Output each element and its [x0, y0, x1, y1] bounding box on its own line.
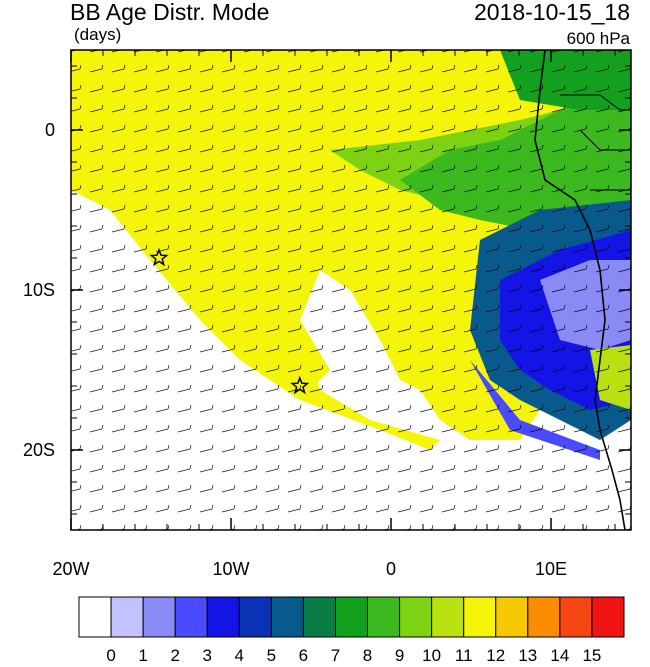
colorbar-label: 9 — [394, 646, 405, 665]
colorbar-box — [110, 596, 144, 638]
x-tick-label: 0 — [385, 559, 396, 579]
colorbar — [78, 596, 625, 638]
colorbar-label: 4 — [234, 646, 245, 665]
colorbar-label: 1 — [138, 646, 148, 665]
colorbar-label: 0 — [106, 646, 116, 665]
colorbar-label: 3 — [202, 646, 212, 665]
major-ticks — [70, 50, 631, 530]
colorbar-box — [463, 596, 497, 638]
x-tick-label: 10W — [212, 559, 250, 579]
colorbar-label: 8 — [362, 646, 373, 665]
x-tick-label: 10E — [534, 559, 568, 579]
colorbar-label: 6 — [298, 646, 309, 665]
level-label: 600 hPa — [566, 29, 630, 48]
colorbar-box — [206, 596, 240, 638]
minor-ticks — [71, 50, 631, 530]
colorbar-box — [591, 596, 625, 638]
colorbar-box — [527, 596, 561, 638]
map-datetime: 2018-10-15_18 — [473, 0, 630, 25]
colorbar-box — [270, 596, 304, 638]
border-line — [560, 94, 631, 111]
colorbar-label: 13 — [518, 646, 538, 665]
colorbar-label: 14 — [550, 646, 570, 665]
colorbar-box — [431, 596, 465, 638]
colorbar-box — [238, 596, 272, 638]
colorbar-box — [302, 596, 336, 638]
colorbar-box — [174, 596, 208, 638]
map-title: BB Age Distr. Mode — [70, 0, 270, 25]
colorbar-box — [559, 596, 593, 638]
y-tick-label: 0 — [44, 120, 55, 140]
colorbar-label: 7 — [330, 646, 341, 665]
star-markers — [149, 247, 310, 395]
y-tick-label: 10S — [22, 280, 55, 300]
border-line — [579, 129, 631, 151]
shaded-field — [71, 50, 631, 530]
colorbar-label: 11 — [454, 646, 473, 665]
colorbar-label: 2 — [170, 646, 180, 665]
wind-vectors — [71, 50, 631, 530]
colorbar-box — [142, 596, 176, 638]
colorbar-label: 12 — [486, 646, 506, 665]
colorbar-box — [78, 596, 112, 638]
colorbar-label: 15 — [582, 646, 602, 665]
colorbar-label: 10 — [422, 646, 442, 665]
colorbar-box — [495, 596, 529, 638]
star-marker-2 — [290, 375, 310, 395]
units-label: (days) — [74, 25, 122, 44]
x-tick-label: 20W — [52, 559, 90, 579]
star-marker-1 — [149, 247, 169, 267]
y-tick-label: 20S — [22, 440, 55, 460]
colorbar-box — [367, 596, 401, 638]
colorbar-box — [334, 596, 369, 638]
colorbar-label: 5 — [266, 646, 277, 665]
colorbar-box — [399, 596, 433, 638]
coastline — [534, 50, 626, 530]
